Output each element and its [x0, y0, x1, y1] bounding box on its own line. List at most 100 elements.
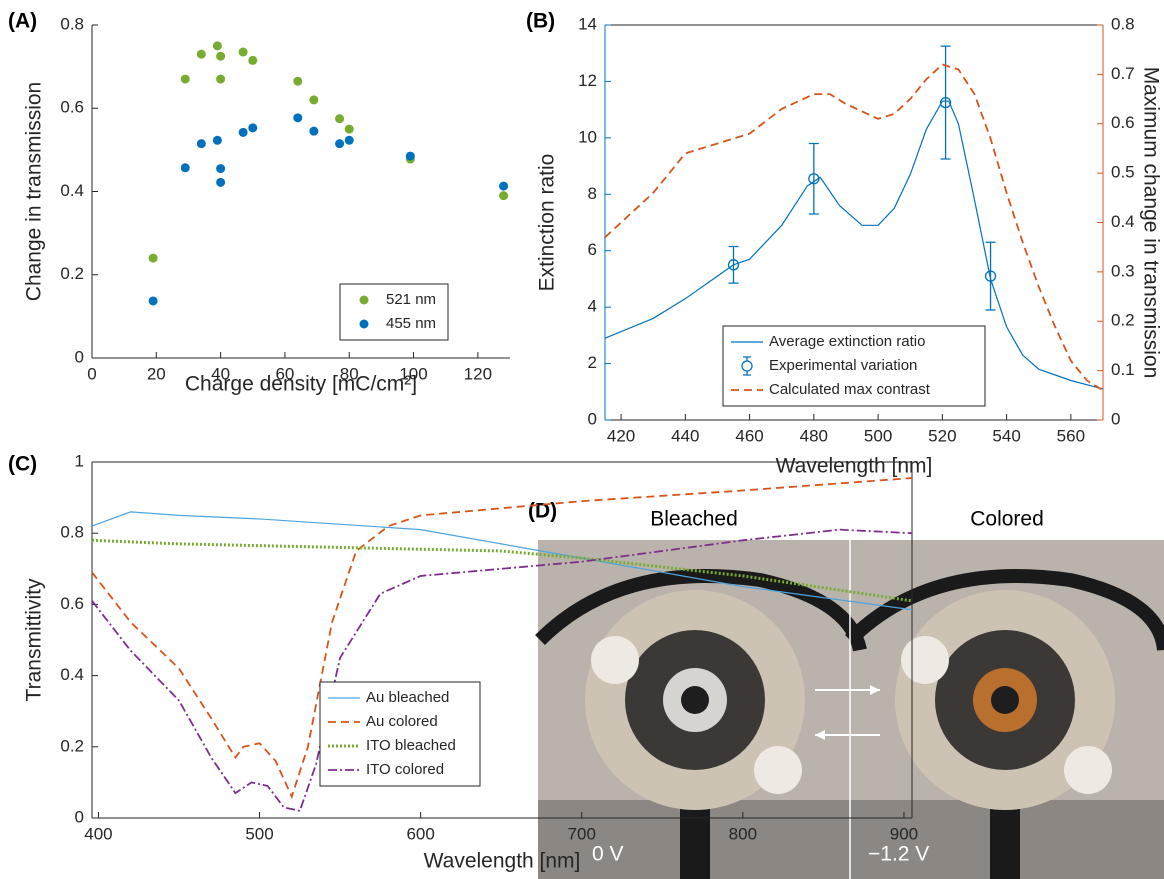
electrode	[991, 686, 1019, 714]
x-tick-label: 100	[399, 364, 427, 383]
y-axis-label: Extinction ratio	[536, 154, 559, 292]
panel-label: (D)	[528, 500, 557, 523]
y-tick-label: 0.2	[60, 736, 84, 755]
scatter-point	[405, 151, 415, 161]
y-tick-label: 4	[588, 297, 597, 316]
legend-marker	[741, 360, 753, 372]
scatter-point	[309, 95, 319, 105]
state-label: Bleached	[650, 508, 738, 531]
x-tick-label: 40	[211, 364, 230, 383]
y-tick-label: 0.6	[60, 98, 84, 117]
panel-label: (A)	[8, 10, 37, 33]
x-tick-label: 440	[671, 426, 699, 445]
legend-label: Au bleached	[366, 689, 449, 706]
y-tick-label: 1	[75, 451, 84, 470]
y-tick-label: 0.6	[60, 594, 84, 613]
cable	[535, 569, 867, 652]
error-marker	[727, 259, 740, 271]
legend-label: 521 nm	[386, 291, 436, 308]
error-bar	[985, 241, 996, 311]
x-tick-label: 500	[245, 824, 273, 843]
legend-box	[722, 325, 986, 407]
scatter-point	[148, 296, 158, 306]
legend-label: Calculated max contrast	[769, 381, 931, 398]
line-series	[91, 538, 913, 603]
error-bar	[728, 245, 739, 284]
x-tick-label: 400	[84, 824, 112, 843]
screw	[591, 636, 639, 684]
error-marker	[939, 96, 952, 109]
y2-tick-label: 0.8	[1111, 14, 1135, 33]
panel-label: (C)	[8, 453, 37, 476]
y-tick-label: 14	[578, 14, 597, 33]
legend-box	[339, 283, 449, 341]
scatter-point	[196, 49, 206, 59]
photo-table	[538, 800, 1164, 879]
screw	[754, 746, 802, 794]
error-marker	[984, 270, 997, 282]
voltage-label: 0 V	[592, 843, 624, 866]
scatter-point	[196, 139, 206, 149]
x-tick-label: 120	[464, 364, 492, 383]
screw	[901, 636, 949, 684]
y-axis-label: Transmittivity	[23, 578, 46, 701]
scatter-point	[344, 135, 354, 145]
scatter-point	[293, 76, 303, 86]
line-series	[91, 511, 913, 611]
y-tick-label: 12	[578, 71, 597, 90]
y-tick-label: 0	[75, 347, 84, 366]
x-axis-label: Wavelength [nm]	[424, 850, 581, 873]
y2-tick-label: 0.1	[1111, 360, 1135, 379]
x-tick-label: 420	[607, 426, 635, 445]
y2-tick-label: 0	[1111, 409, 1120, 428]
y2-tick-label: 0.2	[1111, 311, 1135, 330]
error-marker	[808, 173, 820, 185]
scatter-point	[216, 74, 226, 84]
x-axis-label: Wavelength [nm]	[776, 455, 933, 478]
scatter-point	[216, 51, 226, 61]
y2-axis-label: Maximum change in transmission	[1139, 67, 1162, 379]
legend-marker	[359, 319, 369, 329]
scatter-point	[335, 139, 345, 149]
y2-tick-label: 0.5	[1111, 163, 1135, 182]
line-series	[91, 477, 913, 800]
legend-label: 455 nm	[386, 315, 436, 332]
x-tick-label: 700	[568, 824, 596, 843]
scatter-point	[248, 123, 258, 133]
scatter-point	[212, 135, 222, 145]
scatter-point	[499, 181, 509, 191]
x-tick-label: 600	[406, 824, 434, 843]
x-tick-label: 520	[928, 426, 956, 445]
error-bar	[808, 142, 819, 215]
photo-panel: (D) Bleached Colored 0 V −1.2 V	[528, 500, 1164, 879]
y2-tick-label: 0.6	[1111, 113, 1135, 132]
y-tick-label: 8	[588, 184, 597, 203]
scatter-point	[180, 163, 190, 173]
scatter-point	[499, 191, 509, 201]
y-axis-label: Change in transmission	[23, 82, 46, 301]
legend-label: Experimental variation	[769, 357, 917, 374]
x-tick-label: 60	[275, 364, 294, 383]
legend-marker	[359, 295, 369, 305]
arrow-head	[815, 730, 825, 740]
y2-tick-label: 0.3	[1111, 261, 1135, 280]
voltage-label: −1.2 V	[868, 843, 929, 866]
scatter-point	[216, 164, 226, 174]
cable	[845, 569, 1164, 651]
screw	[1064, 746, 1112, 794]
legend-label: Au colored	[366, 713, 438, 730]
y-tick-label: 0.8	[60, 523, 84, 542]
legend-label: ITO colored	[366, 761, 444, 778]
y2-tick-label: 0.4	[1111, 212, 1135, 231]
legend-label: ITO bleached	[366, 737, 456, 754]
scatter-point	[148, 253, 158, 263]
scatter-point	[293, 113, 303, 123]
y-tick-label: 6	[588, 240, 597, 259]
x-tick-label: 560	[1057, 426, 1085, 445]
scatter-point	[335, 114, 345, 124]
scatter-point	[212, 41, 222, 51]
panel-label: (B)	[526, 10, 555, 33]
legend-box	[319, 681, 481, 787]
electrode	[681, 686, 709, 714]
y-tick-label: 2	[588, 353, 597, 372]
